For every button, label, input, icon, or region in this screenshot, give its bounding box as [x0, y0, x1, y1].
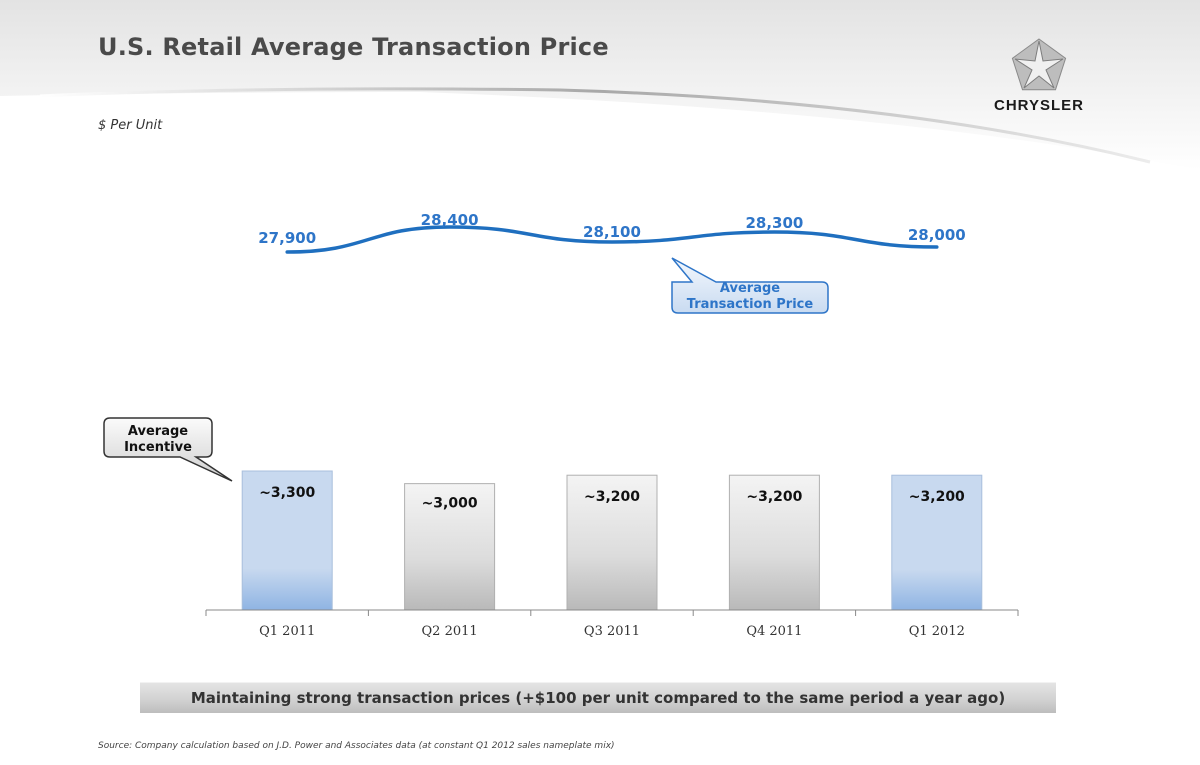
callout-transaction-price: Average Transaction Price [671, 257, 829, 314]
bar-q1-2011 [241, 470, 333, 611]
line-label-q2-2011: 28,400 [421, 211, 479, 229]
chrysler-star-logo [1011, 38, 1067, 91]
chart: ~3,300 ~3,000 ~3,200 ~3,200 ~3,200 Q1 2011 Q2… [103, 211, 1019, 639]
callout-average-incentive-text: Average Incentive [124, 424, 192, 455]
brand-wordmark: CHRYSLER [994, 97, 1084, 114]
callout-transaction-price-text: Average Transaction Price [687, 281, 814, 312]
logo-star [1014, 40, 1064, 89]
bar-label-q1-2011: ~3,300 [259, 485, 315, 501]
line-label-q1-2012: 28,000 [908, 226, 966, 244]
header-band [0, 0, 1200, 170]
category-label-q1-2011: Q1 2011 [259, 624, 315, 639]
bar-label-q1-2012: ~3,200 [909, 489, 965, 505]
category-label-q1-2012: Q1 2012 [909, 624, 965, 639]
unit-subtitle: $ Per Unit [98, 118, 163, 133]
bar-q4-2011 [728, 474, 820, 611]
category-label-q2-2011: Q2 2011 [422, 624, 478, 639]
bar-q1-2012 [891, 474, 983, 611]
category-label-q3-2011: Q3 2011 [584, 624, 640, 639]
line-label-q4-2011: 28,300 [745, 214, 803, 232]
bar-label-q4-2011: ~3,200 [746, 489, 802, 505]
line-label-q1-2011: 27,900 [258, 229, 316, 247]
bar-label-q2-2011: ~3,000 [422, 496, 478, 512]
callout-average-incentive-box [103, 417, 233, 482]
source-note: Source: Company calculation based on J.D… [98, 741, 615, 751]
callout-transaction-price-line: Transaction Price [687, 297, 814, 312]
line-average-transaction-price [285, 225, 939, 254]
callout-average-incentive-line: Average [128, 424, 188, 439]
line-label-q3-2011: 28,100 [583, 223, 641, 241]
bar-q2-2011 [404, 483, 496, 611]
bar-label-q3-2011: ~3,200 [584, 489, 640, 505]
callout-average-incentive-line: Incentive [124, 440, 192, 455]
callout-transaction-price-line: Average [720, 281, 780, 296]
page-title: U.S. Retail Average Transaction Price [98, 33, 609, 61]
callout-transaction-price-box [671, 257, 829, 314]
callout-average-incentive: Average Incentive [103, 417, 233, 482]
summary-banner: Maintaining strong transaction prices (+… [140, 682, 1056, 713]
bar-q3-2011 [566, 474, 658, 611]
category-label-q4-2011: Q4 2011 [746, 624, 802, 639]
